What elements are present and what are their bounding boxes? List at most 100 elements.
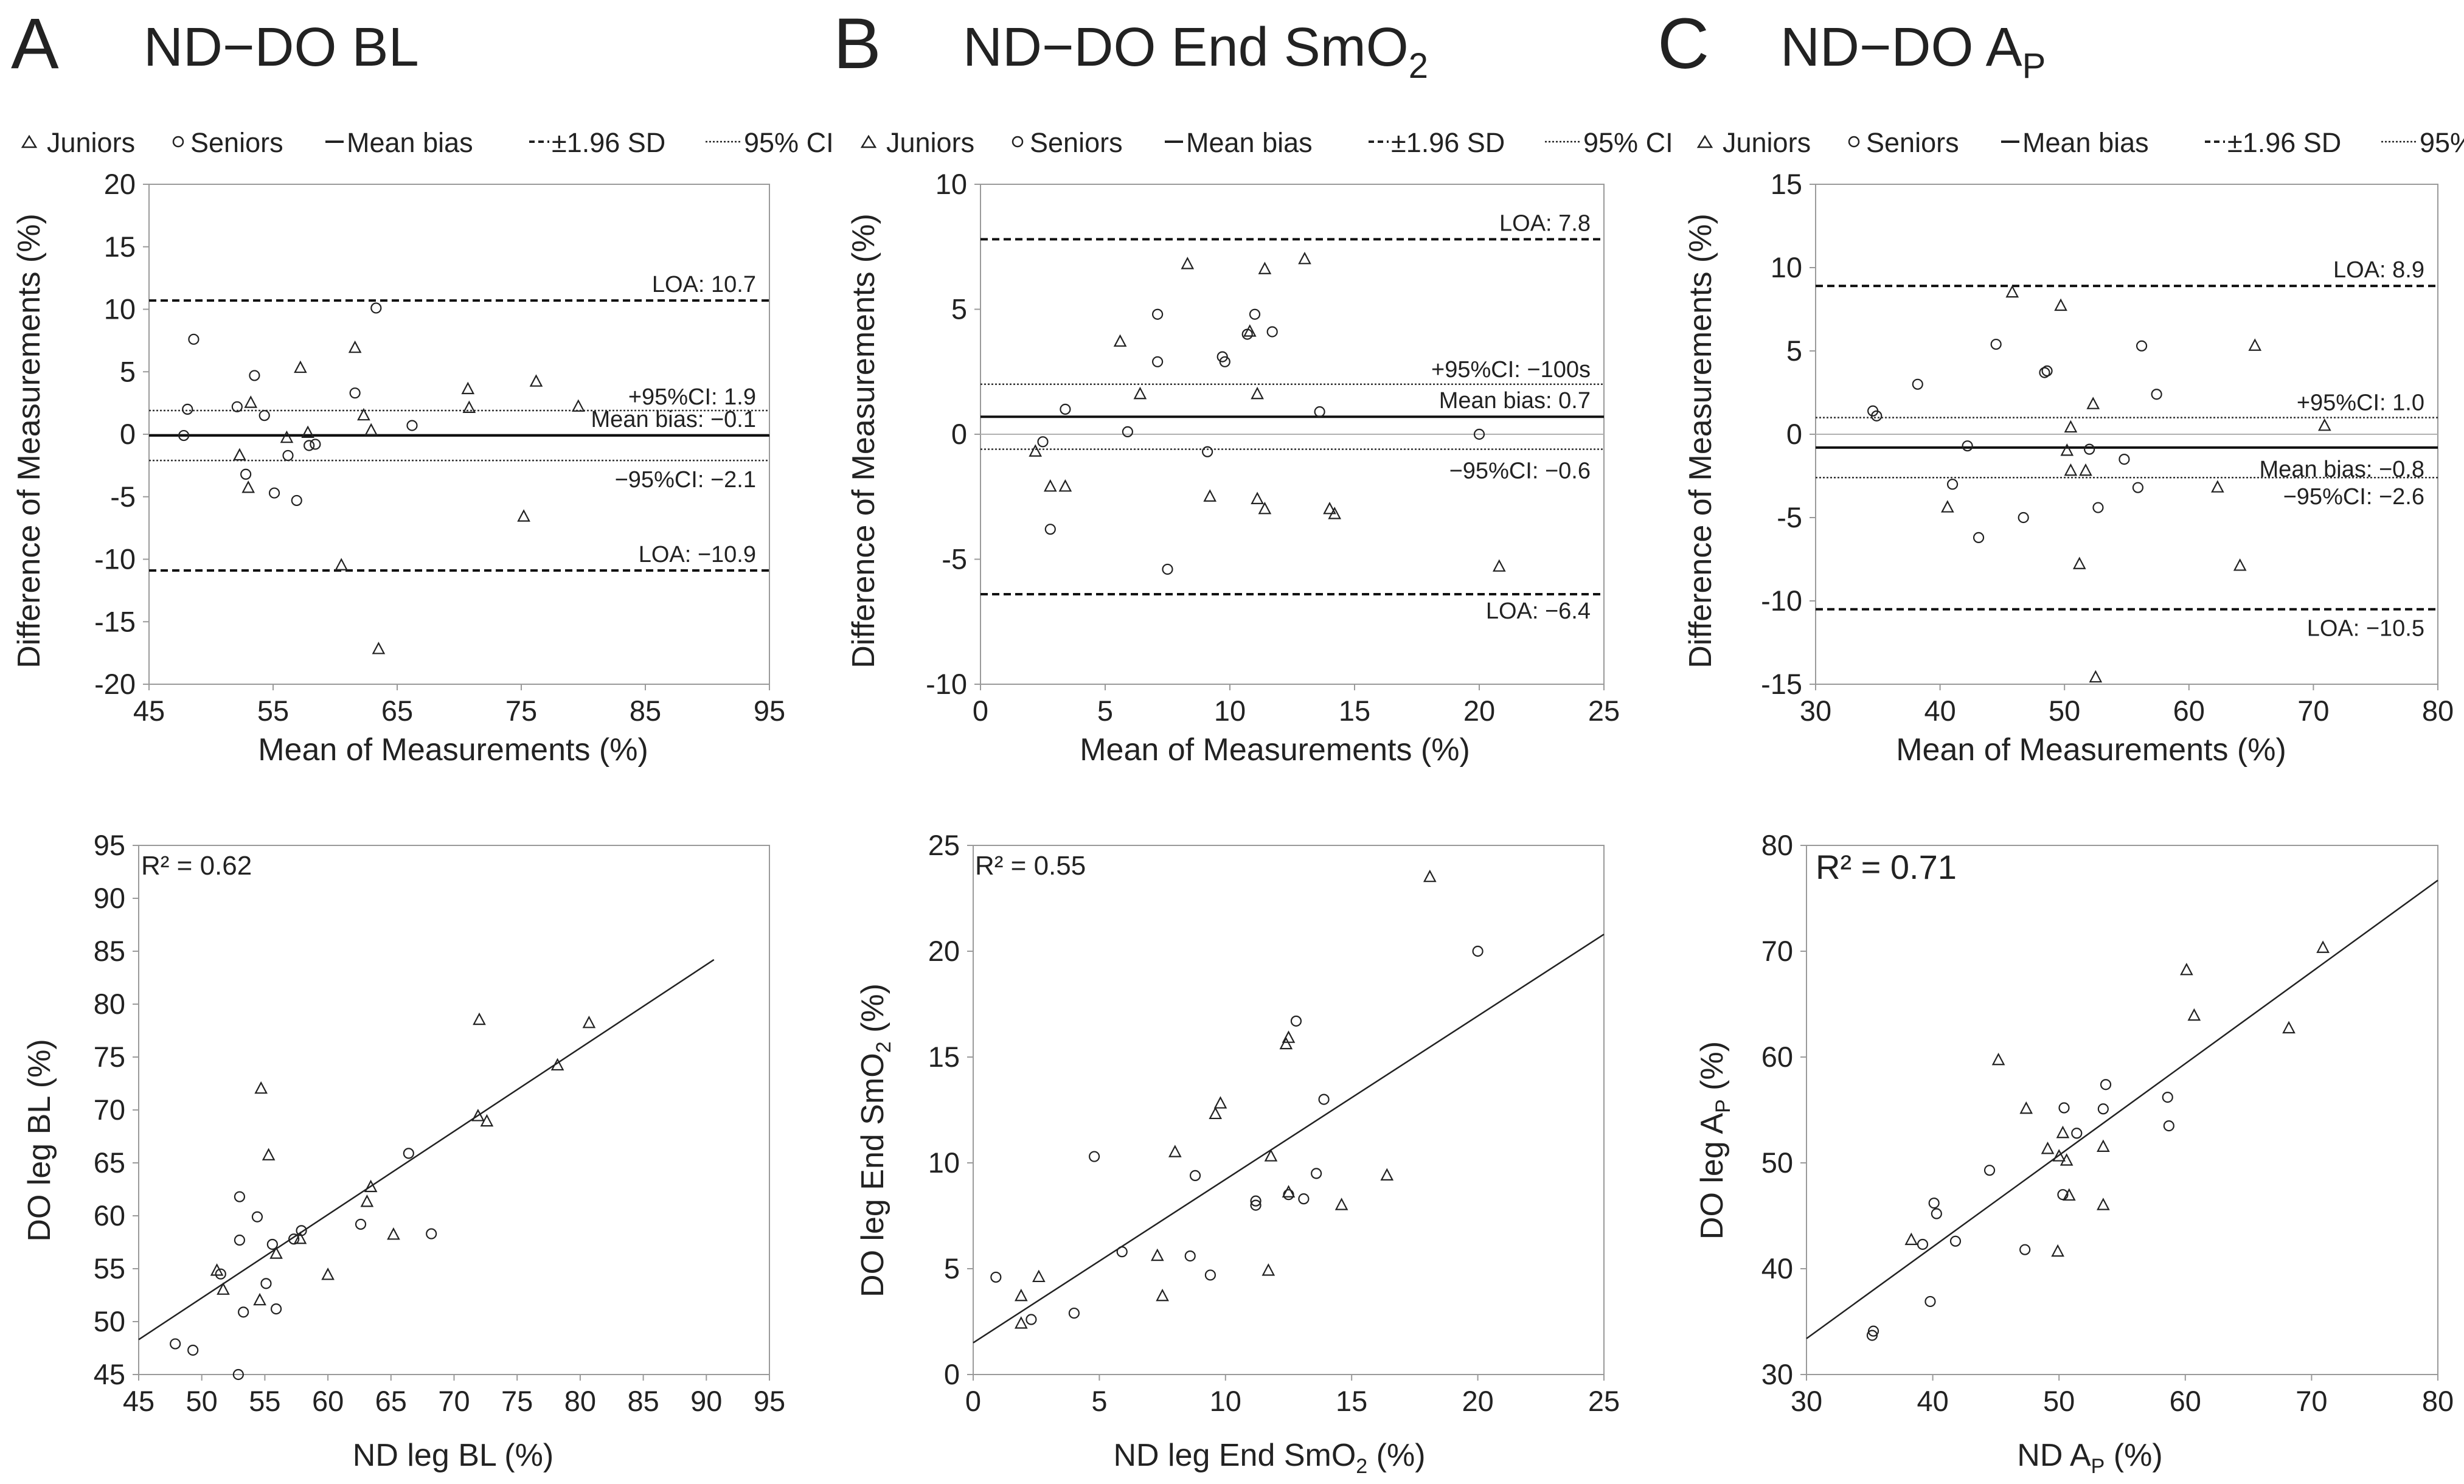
point-junior <box>1258 501 1272 515</box>
point-senior <box>370 302 382 314</box>
point-junior <box>293 1231 307 1244</box>
point-junior <box>301 425 314 439</box>
r2-label-c: R² = 0.71 <box>1816 848 1957 886</box>
x-tick-label: 30 <box>1800 695 1831 727</box>
point-senior <box>1089 1151 1100 1162</box>
y-tick-label: 5 <box>1786 335 1802 367</box>
x-tick-label: 65 <box>375 1385 407 1417</box>
point-senior <box>231 401 243 412</box>
point-senior <box>170 1338 181 1350</box>
legend-mean-bias: Mean bias <box>1186 127 1313 158</box>
point-junior <box>2060 443 2074 456</box>
ci-upper-label: +95%CI: 1.0 <box>2297 390 2424 416</box>
reg-y-title-b: DO leg End SmO2 (%) <box>855 983 895 1297</box>
x-tick-label: 0 <box>965 1385 981 1417</box>
x-tick-label: 40 <box>1924 695 1956 727</box>
trend-line <box>1806 879 2438 1339</box>
x-tick-label: 90 <box>690 1385 722 1417</box>
point-senior <box>2132 482 2144 493</box>
x-tick-label: 70 <box>2296 1385 2327 1417</box>
point-senior <box>1201 446 1213 457</box>
y-tick-label: 85 <box>94 935 125 967</box>
mean-bias-label: Mean bias: 0.7 <box>1439 388 1591 414</box>
point-senior <box>1931 1208 1942 1219</box>
point-senior <box>2119 453 2130 465</box>
point-senior <box>1249 308 1261 320</box>
ba-y-title-c: Difference of Measurements (%) <box>1683 213 1718 668</box>
point-junior <box>321 1267 335 1280</box>
x-tick-label: 45 <box>123 1385 154 1417</box>
legend-circle-icon <box>172 136 184 148</box>
point-senior <box>1866 1330 1878 1341</box>
point-junior <box>1941 500 1954 513</box>
legend-ci: 95% CI <box>2420 127 2464 158</box>
reg-x-title-b: ND leg End SmO2 (%) <box>1113 1438 1425 1478</box>
x-tick-label: 0 <box>973 695 988 727</box>
trend-line <box>138 959 715 1340</box>
y-tick-label: 60 <box>94 1199 125 1232</box>
point-senior <box>990 1271 1002 1283</box>
point-senior <box>1973 532 1985 543</box>
x-tick-label: 80 <box>2422 695 2454 727</box>
y-tick-label: 50 <box>94 1305 125 1337</box>
point-junior <box>254 1081 268 1094</box>
point-senior <box>260 1278 272 1289</box>
panel-letter-a: A <box>11 4 59 84</box>
point-senior <box>1241 328 1253 340</box>
point-senior <box>1314 406 1325 418</box>
plot-a-bland-altman: 45 55 65 75 85 95 -20 -15 -10 -5 0 5 10 15 20 <box>94 168 785 727</box>
y-tick-label: 0 <box>951 418 967 450</box>
point-junior <box>529 374 543 387</box>
y-tick-label: 0 <box>1786 418 1802 450</box>
point-senior <box>178 429 190 442</box>
point-junior <box>2056 1125 2070 1139</box>
x-tick-label: 15 <box>1336 1385 1367 1417</box>
point-senior <box>1116 1246 1128 1258</box>
y-tick-label: 80 <box>94 988 125 1020</box>
point-junior <box>364 1179 378 1193</box>
point-senior <box>1250 1195 1261 1207</box>
point-senior <box>1151 308 1164 320</box>
y-tick-label: 0 <box>120 418 136 450</box>
point-junior <box>364 423 378 435</box>
point-junior <box>2097 1198 2110 1210</box>
legend-circle-icon <box>1848 136 1860 148</box>
y-tick-label: 5 <box>951 293 967 325</box>
point-senior <box>215 1268 226 1280</box>
y-tick-label: 15 <box>1771 168 1802 200</box>
y-tick-label: 5 <box>120 355 136 387</box>
point-senior <box>1946 479 1959 490</box>
legend-juniors: Juniors <box>886 127 974 158</box>
point-junior <box>360 1194 374 1207</box>
legend-triangle-icon <box>860 134 877 148</box>
plot-b-bland-altman: 0 5 10 15 20 25 -10 -5 0 5 10 <box>926 168 1620 727</box>
point-senior <box>1219 356 1230 367</box>
point-junior <box>348 340 362 353</box>
point-junior <box>2072 556 2086 569</box>
point-senior <box>2058 1102 2070 1114</box>
y-tick-label: -20 <box>94 668 136 700</box>
point-junior <box>1261 1263 1275 1276</box>
x-tick-label: 95 <box>754 1385 785 1417</box>
point-senior <box>240 468 252 480</box>
point-junior <box>1492 559 1506 572</box>
legend-mean-bias: Mean bias <box>2022 127 2149 158</box>
ci-lower-label: −95%CI: −2.6 <box>2283 484 2424 510</box>
y-tick-label: 10 <box>104 293 136 325</box>
point-junior <box>1279 1036 1293 1050</box>
y-tick-label: -5 <box>110 480 136 513</box>
x-tick-label: 50 <box>2049 695 2080 727</box>
plot-a-regression: 45 50 55 60 65 70 75 80 85 90 95 45 50 55 60 65 70 75 80 85… <box>94 829 785 1417</box>
point-junior <box>335 558 349 570</box>
panel-title-c: ND−DO AP <box>1780 17 2046 86</box>
point-senior <box>349 387 361 399</box>
legend-seniors: Seniors <box>1030 127 1123 158</box>
point-senior <box>1162 563 1173 575</box>
point-junior <box>2317 418 2331 431</box>
y-tick-label: 60 <box>1761 1041 1793 1073</box>
y-tick-label: 70 <box>94 1094 125 1126</box>
legend-juniors: Juniors <box>47 127 135 158</box>
point-senior <box>426 1228 437 1240</box>
point-junior <box>269 1246 283 1259</box>
point-junior <box>1058 479 1072 492</box>
